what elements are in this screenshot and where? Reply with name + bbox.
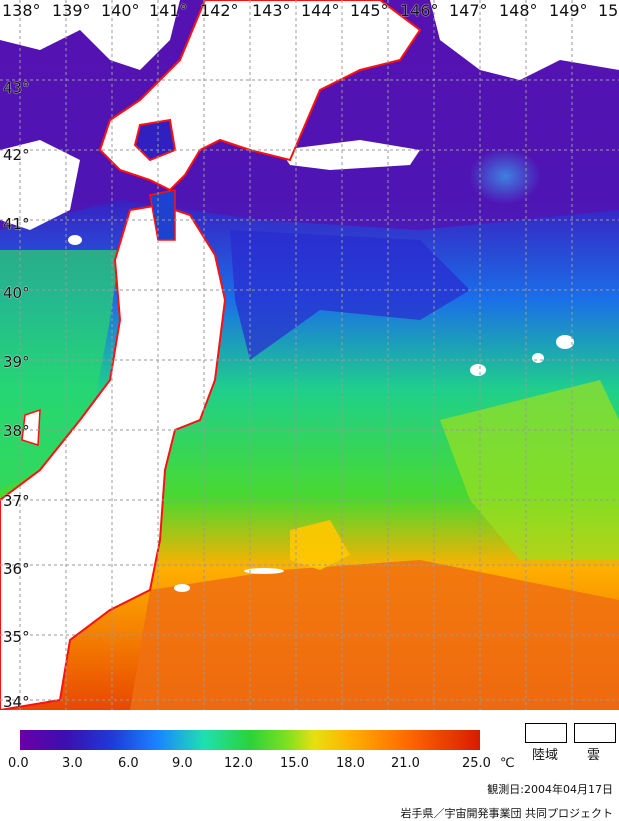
legend-tick-0: 0.0 bbox=[8, 756, 29, 771]
lat-label-37: 37° bbox=[3, 492, 30, 510]
legend-unit: ℃ bbox=[500, 756, 515, 771]
lat-label-40: 40° bbox=[3, 284, 30, 302]
lon-label-149: 149° bbox=[549, 1, 588, 20]
land-label: 陸域 bbox=[532, 748, 559, 763]
land-hokkaido bbox=[98, 0, 422, 192]
temperature-legend: 0.0 3.0 6.0 9.0 12.0 15.0 18.0 21.0 25.0… bbox=[0, 710, 619, 820]
lon-label-148: 148° bbox=[499, 1, 538, 20]
lat-label-41: 41° bbox=[3, 215, 30, 233]
lat-label-35: 35° bbox=[3, 628, 30, 646]
lon-label-147: 147° bbox=[449, 1, 488, 20]
credit-text: 岩手県／宇宙開発事業団 共同プロジェクト bbox=[400, 807, 614, 820]
cloud-swatch bbox=[574, 723, 616, 743]
legend-tick-12: 12.0 bbox=[224, 756, 253, 771]
lon-label-143: 143° bbox=[252, 1, 291, 20]
lon-label-142: 142° bbox=[200, 1, 239, 20]
lat-label-36: 36° bbox=[3, 560, 30, 578]
lat-label-39: 39° bbox=[3, 353, 30, 371]
observation-date: 観測日:2004年04月17日 bbox=[487, 783, 613, 796]
legend-tick-3: 3.0 bbox=[62, 756, 83, 771]
lon-label-146: 146° bbox=[400, 1, 439, 20]
lon-label-144: 144° bbox=[301, 1, 340, 20]
lon-label-141: 141° bbox=[149, 1, 188, 20]
sea-surface-temperature-map bbox=[0, 0, 619, 710]
legend-tick-18: 18.0 bbox=[336, 756, 365, 771]
graticule bbox=[0, 0, 619, 710]
lat-label-34: 34° bbox=[3, 693, 30, 711]
cloud-label: 雲 bbox=[587, 748, 601, 763]
land-swatch bbox=[525, 723, 567, 743]
lon-label-150: 15 bbox=[598, 1, 619, 20]
lon-label-139: 139° bbox=[52, 1, 91, 20]
lon-label-145: 145° bbox=[350, 1, 389, 20]
lon-label-138: 138° bbox=[2, 1, 41, 20]
legend-tick-6: 6.0 bbox=[118, 756, 139, 771]
legend-tick-15: 15.0 bbox=[280, 756, 309, 771]
legend-tick-25: 25.0 bbox=[462, 756, 491, 771]
lon-label-140: 140° bbox=[101, 1, 140, 20]
legend-tick-21: 21.0 bbox=[391, 756, 420, 771]
legend-tick-9: 9.0 bbox=[172, 756, 193, 771]
lat-label-43: 43° bbox=[3, 79, 30, 97]
temperature-colorbar bbox=[20, 730, 480, 750]
lat-label-42: 42° bbox=[3, 146, 30, 164]
lat-label-38: 38° bbox=[3, 422, 30, 440]
